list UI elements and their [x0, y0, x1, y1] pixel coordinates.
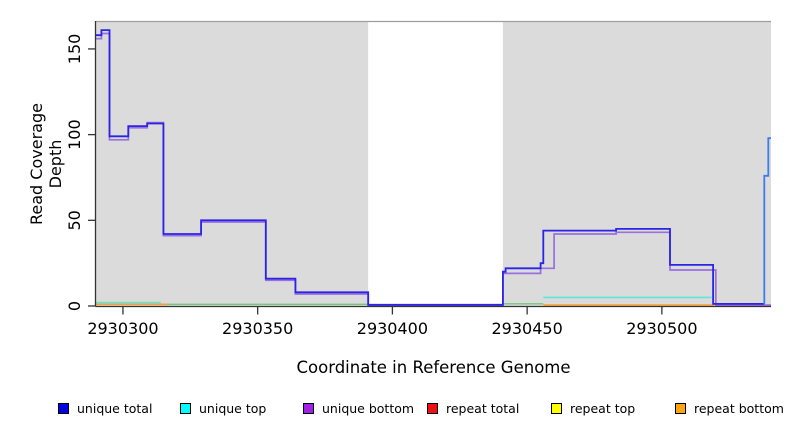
y-tick-label: 100: [65, 119, 84, 150]
x-axis-title: Coordinate in Reference Genome: [296, 358, 571, 377]
legend-swatch-icon: [551, 402, 562, 414]
legend-swatch-icon: [180, 402, 191, 414]
y-tick-label: 50: [65, 210, 84, 230]
legend: unique total unique top unique bottom repea…: [0, 399, 792, 425]
x-tick-label: 2930350: [222, 319, 293, 338]
x-tick-label: 2930450: [492, 319, 563, 338]
legend-item-unique-top: unique top: [180, 399, 266, 417]
legend-label: repeat total: [446, 400, 520, 416]
y-tick-label: 0: [65, 301, 84, 311]
legend-item-repeat-bottom: repeat bottom: [675, 399, 784, 417]
y-tick-label: 150: [65, 34, 84, 65]
legend-label: repeat top: [570, 400, 636, 416]
series-unique-total: [96, 29, 765, 306]
y-axis-title: Read Coverage Depth: [27, 103, 65, 225]
legend-item-unique-total: unique total: [58, 399, 152, 417]
legend-item-unique-bottom: unique bottom: [303, 399, 414, 417]
legend-swatch-icon: [675, 402, 686, 414]
legend-swatch-icon: [427, 402, 438, 414]
legend-label: unique top: [199, 400, 267, 416]
highlight-band: [368, 21, 503, 306]
legend-label: repeat bottom: [694, 400, 784, 416]
series-unique-total: [763, 137, 771, 304]
legend-swatch-icon: [303, 402, 314, 414]
legend-item-repeat-total: repeat total: [427, 399, 519, 417]
x-tick-label: 2930400: [357, 319, 428, 338]
legend-label: unique bottom: [322, 400, 415, 416]
legend-item-repeat-top: repeat top: [551, 399, 635, 417]
legend-swatch-icon: [58, 402, 69, 414]
x-tick-label: 2930500: [626, 319, 697, 338]
legend-label: unique total: [77, 400, 153, 416]
x-tick-label: 2930300: [87, 319, 158, 338]
